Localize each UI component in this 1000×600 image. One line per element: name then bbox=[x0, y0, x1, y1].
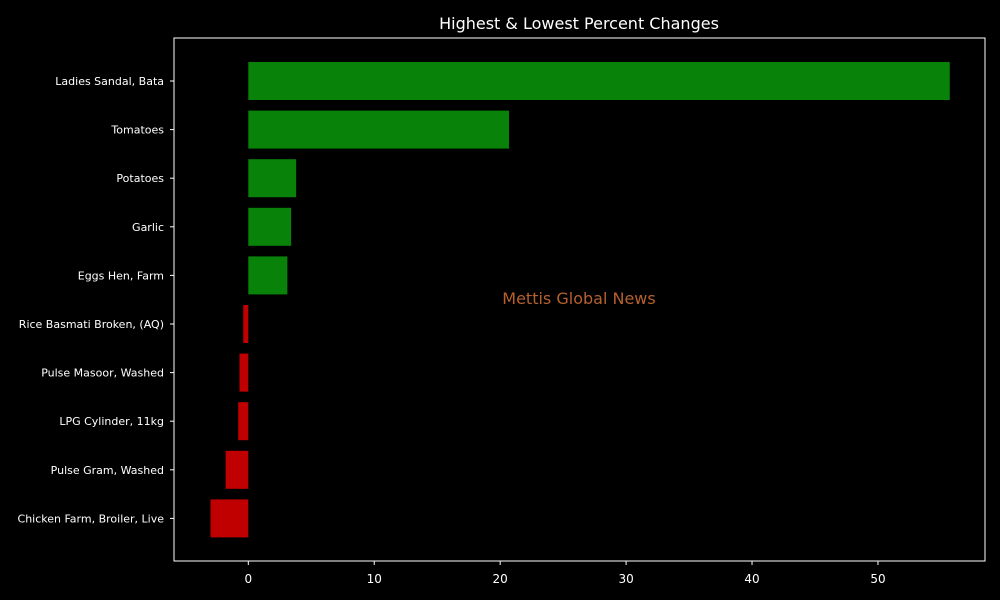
y-tick-label: Garlic bbox=[132, 221, 164, 234]
x-tick-label: 50 bbox=[870, 572, 885, 586]
y-tick-label: Eggs Hen, Farm bbox=[78, 269, 164, 282]
y-tick-label: LPG Cylinder, 11kg bbox=[59, 415, 164, 428]
bar-0 bbox=[248, 62, 950, 100]
x-tick-label: 20 bbox=[493, 572, 508, 586]
x-tick-label: 40 bbox=[744, 572, 759, 586]
y-tick-label: Pulse Masoor, Washed bbox=[41, 367, 164, 380]
bar-9 bbox=[210, 499, 249, 538]
y-tick-label: Ladies Sandal, Bata bbox=[55, 75, 164, 88]
bar-7 bbox=[238, 402, 249, 441]
y-axis: Ladies Sandal, Bata Tomatoes Potatoes Garli… bbox=[18, 75, 174, 525]
bar-3 bbox=[248, 207, 292, 246]
bar-4 bbox=[248, 256, 288, 295]
bars-group bbox=[210, 62, 950, 538]
x-tick-label: 0 bbox=[244, 572, 252, 586]
y-tick-label: Pulse Gram, Washed bbox=[51, 464, 164, 477]
bar-8 bbox=[225, 450, 249, 489]
x-axis: 0 10 20 30 40 50 bbox=[244, 561, 886, 586]
y-tick-label: Rice Basmati Broken, (AQ) bbox=[19, 318, 164, 331]
x-tick-label: 30 bbox=[618, 572, 633, 586]
y-tick-label: Potatoes bbox=[116, 172, 164, 185]
bar-5 bbox=[243, 305, 249, 343]
bar-2 bbox=[248, 159, 297, 198]
y-tick-label: Chicken Farm, Broiler, Live bbox=[18, 512, 165, 525]
y-tick-label: Tomatoes bbox=[110, 124, 164, 137]
plot-area-frame bbox=[173, 37, 986, 562]
x-tick-label: 10 bbox=[367, 572, 382, 586]
chart-title: Highest & Lowest Percent Changes bbox=[439, 14, 719, 33]
bar-1 bbox=[248, 110, 509, 149]
bar-6 bbox=[239, 353, 249, 392]
watermark-text: Mettis Global News bbox=[502, 289, 655, 308]
